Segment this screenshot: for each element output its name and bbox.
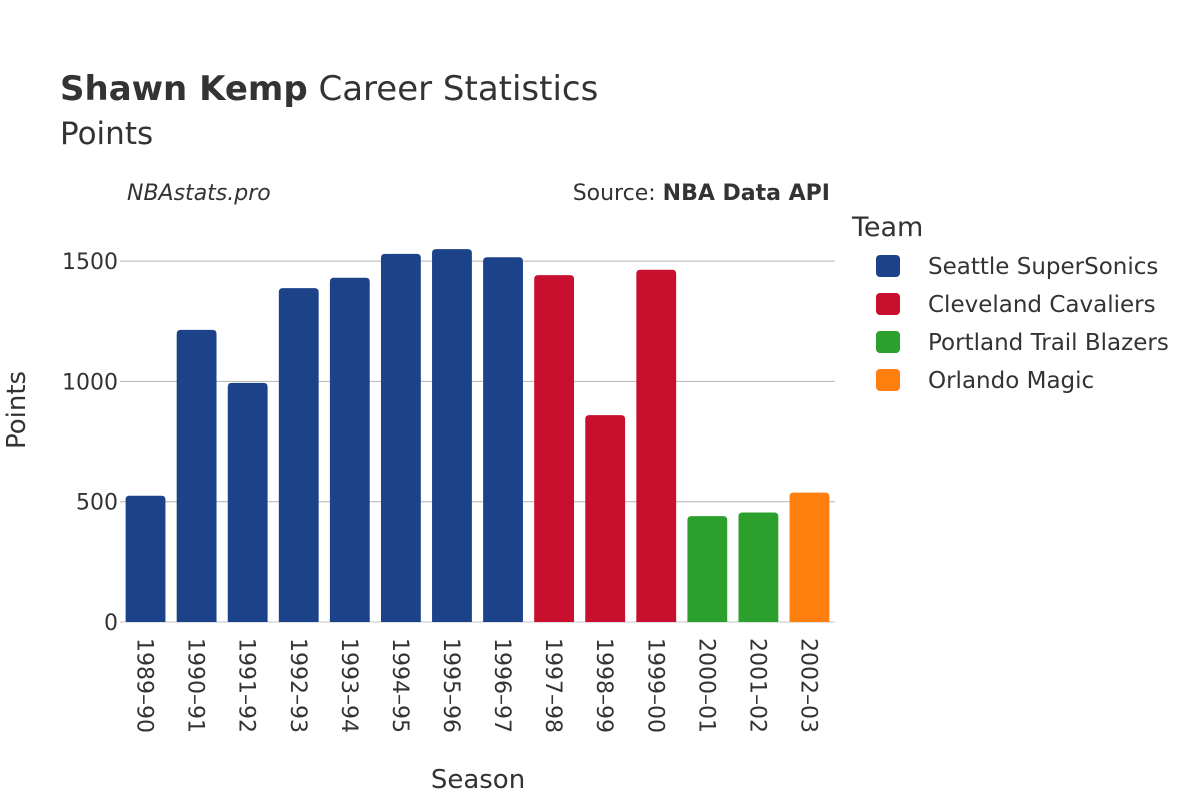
legend-swatch: [876, 293, 900, 315]
legend-swatch: [876, 369, 900, 391]
x-tick-label: 1992–93: [285, 638, 310, 733]
x-tick-label: 1989–90: [132, 638, 157, 733]
bar: [125, 495, 166, 622]
legend-label: Seattle SuperSonics: [928, 254, 1158, 280]
x-axis-label: Season: [431, 765, 525, 795]
y-axis-label: Points: [2, 371, 32, 449]
x-tick-label: 1998–99: [591, 638, 616, 733]
y-tick-label: 500: [76, 491, 118, 516]
legend-swatch: [876, 331, 900, 353]
bar: [278, 288, 319, 622]
bar: [789, 492, 830, 622]
bar: [380, 253, 421, 622]
legend-swatch: [876, 255, 900, 277]
x-tick-label: 1994–95: [387, 638, 412, 733]
x-tick-label: 1997–98: [540, 638, 565, 733]
chart-subtitle: Points: [60, 116, 153, 152]
bar: [738, 512, 779, 622]
watermark: NBAstats.pro: [127, 181, 271, 206]
bar: [432, 249, 472, 622]
source-prefix: Source:: [573, 181, 663, 206]
y-axis-ticks: 0 500 1000 1500: [62, 250, 118, 636]
y-tick-label: 1000: [62, 370, 118, 395]
x-tick-label: 1996–97: [489, 638, 514, 733]
x-tick-label: 2000–01: [693, 638, 718, 733]
x-tick-label: 1990–91: [183, 638, 208, 733]
legend-label: Cleveland Cavaliers: [928, 292, 1156, 318]
x-tick-label: 1993–94: [336, 638, 361, 733]
bar: [227, 382, 268, 622]
x-axis-ticks: 1989–90 1990–91 1991–92 1992–93 1993–94 1994–…: [132, 638, 821, 733]
bar: [483, 257, 523, 622]
bar: [585, 415, 626, 622]
bar: [329, 277, 370, 622]
y-tick-label: 1500: [62, 250, 118, 275]
x-tick-label: 1995–96: [438, 638, 463, 733]
legend-label: Orlando Magic: [928, 368, 1094, 394]
source-note: Source: NBA Data API: [573, 181, 830, 206]
legend-label: Portland Trail Blazers: [928, 330, 1169, 356]
chart-title: Shawn Kemp Career Statistics: [60, 69, 598, 109]
source-name: NBA Data API: [663, 181, 830, 206]
bar: [176, 329, 217, 622]
y-tick-label: 0: [104, 611, 118, 636]
x-tick-label: 2001–02: [744, 638, 769, 733]
x-tick-label: 1991–92: [234, 638, 259, 733]
legend-title: Team: [851, 212, 923, 243]
bar: [687, 516, 728, 622]
legend: Seattle SuperSonics Cleveland Cavaliers Po…: [876, 254, 1169, 394]
x-tick-label: 1999–00: [642, 638, 667, 733]
x-tick-label: 2002–03: [795, 638, 820, 733]
chart-title-rest: Career Statistics: [308, 69, 599, 109]
bar: [636, 269, 677, 622]
chart-title-player: Shawn Kemp: [60, 69, 308, 109]
gridlines: [120, 260, 835, 623]
bar: [534, 275, 575, 622]
bars: [125, 249, 830, 622]
